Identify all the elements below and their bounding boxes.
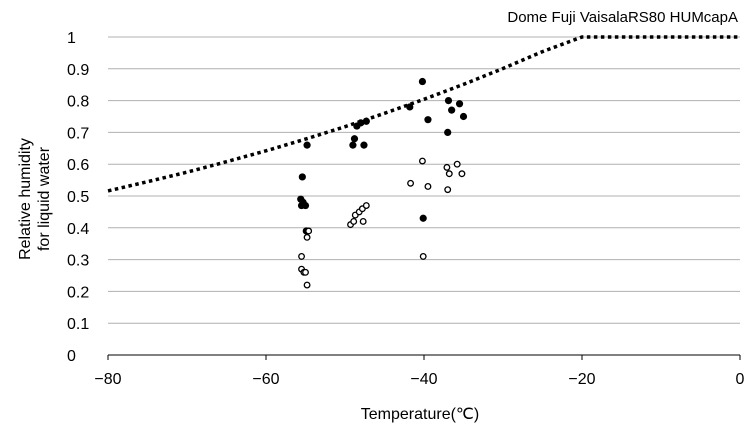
open-point-3	[302, 268, 309, 276]
x-tick-label-3: −20	[568, 371, 595, 388]
open-point-22	[458, 170, 466, 178]
y-tick-label-5: 0.5	[67, 189, 89, 206]
y-axis-label-line-2: for liquid water	[36, 146, 53, 251]
y-axis-label-line-1: Relative humidity	[17, 138, 34, 260]
open-point-13	[359, 217, 367, 225]
filled-point-13	[406, 103, 414, 111]
filled-point-16	[419, 214, 427, 222]
y-tick-label-6: 0.6	[67, 157, 89, 174]
y-tick-label-9: 0.9	[67, 62, 89, 79]
y-tick-label-0: 0	[67, 348, 76, 365]
y-tick-label-1: 0.1	[67, 316, 89, 333]
x-tick-label-0: −80	[94, 371, 121, 388]
filled-point-3	[301, 201, 310, 210]
open-point-16	[424, 183, 432, 190]
data-points	[297, 77, 468, 289]
y-tick-label-2: 0.2	[67, 284, 89, 301]
filled-point-10	[357, 119, 365, 127]
x-tick-label-1: −60	[252, 371, 279, 388]
open-point-15	[418, 157, 426, 165]
x-axis-label: Temperature(℃)	[361, 406, 479, 423]
filled-point-7	[349, 141, 357, 149]
filled-point-12	[362, 117, 370, 125]
y-tick-label-10: 1	[67, 30, 76, 47]
open-point-17	[419, 252, 427, 260]
filled-point-15	[424, 116, 432, 124]
filled-point-8	[350, 135, 359, 143]
filled-point-4	[298, 173, 306, 181]
open-point-0	[298, 252, 305, 260]
open-point-4	[303, 281, 311, 289]
open-point-5	[303, 233, 311, 241]
filled-point-20	[455, 100, 464, 108]
open-point-20	[445, 170, 453, 178]
y-tick-label-7: 0.7	[67, 125, 89, 142]
open-point-21	[453, 160, 461, 168]
y-axis-label: Relative humidity for liquid water	[17, 138, 53, 260]
open-point-18	[443, 163, 451, 171]
filled-point-5	[303, 141, 311, 149]
filled-point-17	[444, 128, 452, 136]
chart-title: Dome Fuji VaisalaRS80 HUMcapA	[507, 9, 738, 26]
filled-point-14	[418, 77, 427, 86]
x-tick-label-4: 0	[736, 371, 745, 388]
open-point-6	[305, 227, 313, 235]
open-point-19	[444, 186, 452, 194]
y-tick-label-8: 0.8	[67, 94, 89, 111]
open-point-12	[362, 202, 370, 209]
grid-lines	[108, 36, 740, 324]
filled-point-19	[448, 106, 456, 114]
filled-point-11	[360, 141, 368, 149]
x-tick-label-2: −40	[410, 371, 437, 388]
y-tick-labels: 0 0.1 0.2 0.3 0.4 0.5 0.6 0.7 0.8 0.9 1	[67, 30, 89, 365]
y-tick-label-4: 0.4	[67, 221, 89, 238]
saturation-curve	[107, 35, 740, 193]
axes	[107, 354, 741, 360]
x-tick-labels: −80 −60 −40 −20 0	[94, 371, 744, 388]
open-point-8	[350, 217, 358, 225]
y-tick-label-3: 0.3	[67, 253, 89, 270]
open-point-14	[407, 179, 415, 187]
filled-point-18	[444, 97, 453, 105]
filled-point-21	[459, 112, 468, 121]
